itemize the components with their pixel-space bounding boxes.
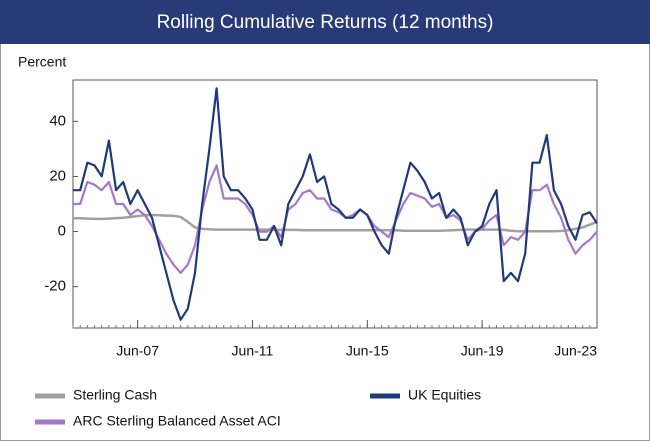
plot-area xyxy=(72,79,598,329)
title-banner xyxy=(0,0,650,44)
y-tick-label: -20 xyxy=(44,278,66,295)
x-tick-label: Jun-11 xyxy=(232,343,274,359)
y-tick-label: 20 xyxy=(49,167,66,184)
legend-label: ARC Sterling Balanced Asset ACI xyxy=(73,413,281,429)
x-tick-label: Jun-23 xyxy=(554,343,597,359)
y-axis-label: Percent xyxy=(18,54,66,70)
chart-title: Rolling Cumulative Returns (12 months) xyxy=(157,12,494,33)
x-tick-label: Jun-07 xyxy=(116,343,159,359)
legend-label: Sterling Cash xyxy=(73,387,157,403)
series-line xyxy=(73,87,598,321)
y-tick-label: 0 xyxy=(58,223,66,240)
series-line xyxy=(73,213,598,233)
y-tick-label: 40 xyxy=(49,112,66,129)
legend-label: UK Equities xyxy=(408,387,481,403)
x-tick-label: Jun-15 xyxy=(346,343,389,359)
x-tick-label: Jun-19 xyxy=(461,343,504,359)
series-line xyxy=(73,164,598,274)
